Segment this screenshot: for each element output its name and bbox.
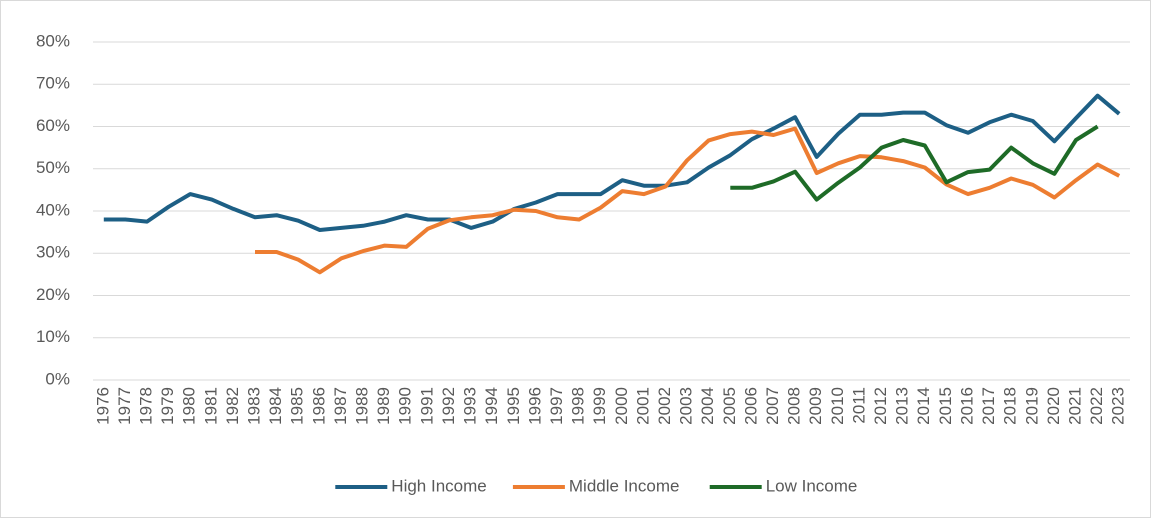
x-tick-label: 2012 bbox=[871, 387, 890, 425]
y-tick-label: 0% bbox=[45, 369, 70, 388]
x-tick-label: 1979 bbox=[158, 387, 177, 425]
x-tick-label: 1994 bbox=[482, 387, 501, 425]
x-tick-label: 1986 bbox=[309, 387, 328, 425]
x-tick-label: 2003 bbox=[677, 387, 696, 425]
series-line bbox=[103, 93, 1121, 232]
x-tick-label: 2018 bbox=[1001, 387, 1020, 425]
x-tick-label: 1977 bbox=[115, 387, 134, 425]
x-tick-label: 2008 bbox=[785, 387, 804, 425]
x-tick-label: 2004 bbox=[698, 387, 717, 425]
x-tick-label: 2013 bbox=[893, 387, 912, 425]
x-tick-label: 2000 bbox=[612, 387, 631, 425]
x-tick-label: 1976 bbox=[93, 387, 112, 425]
x-tick-label: 1982 bbox=[223, 387, 242, 425]
x-tick-label: 1998 bbox=[569, 387, 588, 425]
x-tick-label: 1999 bbox=[590, 387, 609, 425]
y-tick-label: 40% bbox=[36, 200, 70, 219]
x-tick-label: 2021 bbox=[1065, 387, 1084, 425]
series-line bbox=[255, 126, 1121, 275]
x-tick-label: 2019 bbox=[1022, 387, 1041, 425]
y-tick-label: 80% bbox=[36, 31, 70, 50]
x-tick-label: 2002 bbox=[655, 387, 674, 425]
x-tick-label: 1995 bbox=[504, 387, 523, 425]
x-tick-label: 1984 bbox=[266, 387, 285, 425]
x-tick-label: 2016 bbox=[957, 387, 976, 425]
legend-label: Low Income bbox=[766, 476, 858, 495]
x-tick-label: 2020 bbox=[1044, 387, 1063, 425]
x-tick-label: 1987 bbox=[331, 387, 350, 425]
x-tick-label: 2017 bbox=[979, 387, 998, 425]
x-tick-label: 2006 bbox=[741, 387, 760, 425]
x-tick-label: 2007 bbox=[763, 387, 782, 425]
x-tick-label: 2011 bbox=[849, 387, 868, 424]
x-tick-label: 1980 bbox=[180, 387, 199, 425]
x-tick-label: 2009 bbox=[806, 387, 825, 425]
y-tick-label: 70% bbox=[36, 74, 70, 93]
legend-label: High Income bbox=[391, 476, 486, 495]
x-tick-label: 1992 bbox=[439, 387, 458, 425]
y-tick-label: 50% bbox=[36, 158, 70, 177]
x-tick-label: 1993 bbox=[461, 387, 480, 425]
y-tick-label: 60% bbox=[36, 116, 70, 135]
x-tick-label: 1988 bbox=[353, 387, 372, 425]
legend-label: Middle Income bbox=[569, 476, 680, 495]
x-tick-label: 1990 bbox=[396, 387, 415, 425]
x-tick-label: 2023 bbox=[1109, 387, 1128, 425]
x-tick-label: 1991 bbox=[417, 387, 436, 425]
x-tick-label: 1996 bbox=[525, 387, 544, 425]
x-tick-label: 1981 bbox=[201, 387, 220, 425]
x-tick-label: 1985 bbox=[288, 387, 307, 425]
x-tick-label: 2022 bbox=[1087, 387, 1106, 425]
series-line bbox=[730, 124, 1099, 202]
x-tick-label: 2001 bbox=[633, 387, 652, 425]
x-tick-label: 2015 bbox=[936, 387, 955, 425]
x-tick-label: 1983 bbox=[245, 387, 264, 425]
y-tick-label: 10% bbox=[36, 327, 70, 346]
x-tick-label: 1989 bbox=[374, 387, 393, 425]
x-tick-label: 2005 bbox=[720, 387, 739, 425]
x-tick-label: 2014 bbox=[914, 387, 933, 425]
y-tick-label: 30% bbox=[36, 243, 70, 262]
y-tick-label: 20% bbox=[36, 285, 70, 304]
x-tick-label: 1978 bbox=[136, 387, 155, 425]
x-tick-label: 1997 bbox=[547, 387, 566, 425]
x-tick-label: 2010 bbox=[828, 387, 847, 425]
